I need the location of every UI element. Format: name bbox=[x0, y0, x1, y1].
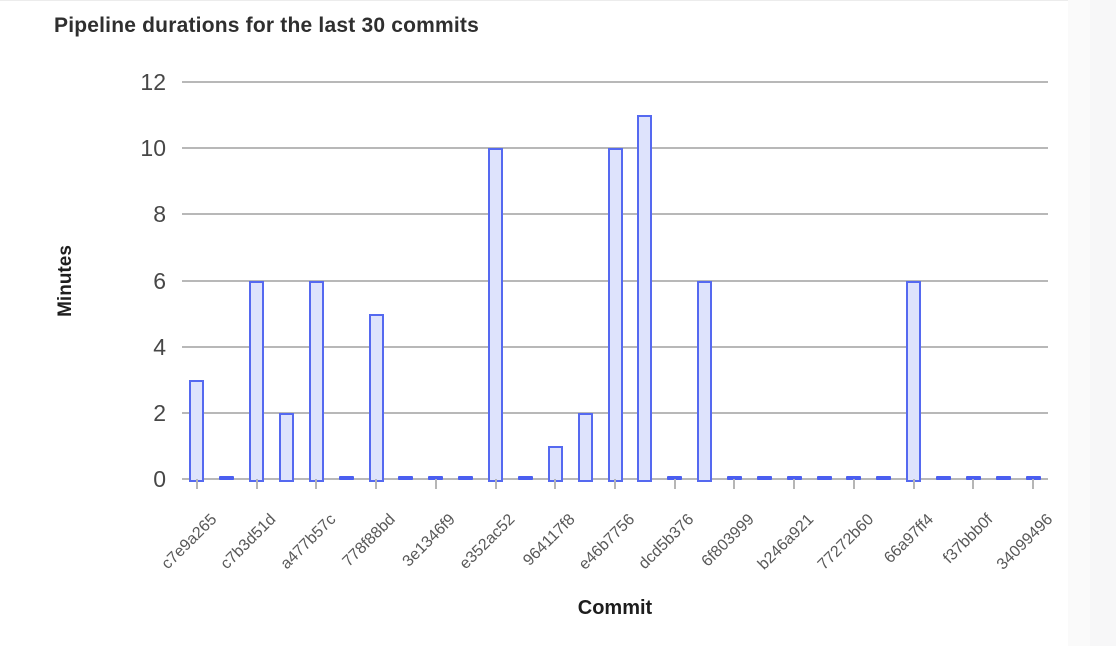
y-tick-label-10: 10 bbox=[140, 135, 166, 162]
zero-bar-commit-10[interactable] bbox=[458, 476, 474, 480]
x-tick-label-f37bbb0f: f37bbb0f bbox=[940, 511, 997, 568]
x-tick-label-77272b60: 77272b60 bbox=[814, 511, 877, 574]
bar-commit-16[interactable] bbox=[637, 115, 653, 482]
x-tick-778f88bd bbox=[375, 479, 378, 489]
y-tick-label-4: 4 bbox=[153, 333, 166, 360]
zero-bar-f37bbb0f[interactable] bbox=[965, 476, 981, 480]
zero-bar-34099496[interactable] bbox=[1025, 476, 1041, 480]
zero-bar-commit-24[interactable] bbox=[876, 476, 892, 480]
page-background-strip-inner bbox=[1090, 0, 1116, 646]
x-tick-label-dcd5b376: dcd5b376 bbox=[636, 511, 698, 573]
page-top-hairline bbox=[0, 0, 1116, 1]
bar-e46b7756[interactable] bbox=[607, 148, 623, 482]
zero-bar-commit-22[interactable] bbox=[816, 476, 832, 480]
zero-bar-dcd5b376[interactable] bbox=[667, 476, 683, 480]
zero-bar-77272b60[interactable] bbox=[846, 476, 862, 480]
x-tick-3e1346f9 bbox=[434, 479, 437, 489]
x-tick-e352ac52 bbox=[494, 479, 497, 489]
x-tick-label-c7b3d51d: c7b3d51d bbox=[217, 511, 280, 573]
x-tick-label-66a97ff4: 66a97ff4 bbox=[880, 511, 937, 567]
bar-commit-4[interactable] bbox=[279, 412, 295, 482]
x-tick-label-b246a921: b246a921 bbox=[754, 511, 818, 574]
bar-c7b3d51d[interactable] bbox=[249, 280, 265, 482]
zero-bar-b246a921[interactable] bbox=[786, 476, 802, 480]
bar-c7e9a265[interactable] bbox=[189, 379, 205, 482]
zero-bar-commit-12[interactable] bbox=[517, 476, 533, 480]
y-tick-label-0: 0 bbox=[153, 466, 166, 492]
zero-bar-commit-6[interactable] bbox=[338, 476, 354, 480]
bar-e352ac52[interactable] bbox=[488, 148, 504, 482]
x-tick-label-964117f8: 964117f8 bbox=[519, 511, 579, 570]
bar-commit-18[interactable] bbox=[697, 280, 713, 482]
x-tick-e46b7756 bbox=[614, 479, 616, 489]
x-tick-f37bbb0f bbox=[972, 479, 975, 489]
x-tick-b246a921 bbox=[793, 479, 796, 489]
page-background-strip bbox=[1068, 0, 1116, 646]
y-tick-label-2: 2 bbox=[153, 399, 166, 426]
y-axis-title: Minutes bbox=[55, 245, 76, 317]
x-axis-title: Commit bbox=[577, 597, 653, 619]
x-tick-label-e352ac52: e352ac52 bbox=[456, 511, 519, 573]
bar-a477b57c[interactable] bbox=[308, 280, 324, 482]
zero-bar-6f803999[interactable] bbox=[726, 476, 742, 480]
x-tick-label-3e1346f9: 3e1346f9 bbox=[399, 511, 459, 571]
x-tick-label-778f88bd: 778f88bd bbox=[339, 511, 400, 571]
x-tick-label-a477b57c: a477b57c bbox=[277, 511, 340, 573]
y-tick-label-6: 6 bbox=[153, 267, 166, 294]
x-tick-label-6f803999: 6f803999 bbox=[698, 511, 758, 571]
zero-bar-commit-26[interactable] bbox=[935, 476, 951, 480]
x-tick-66a97ff4 bbox=[912, 479, 915, 489]
x-tick-964117f8 bbox=[554, 479, 557, 489]
bar-964117f8[interactable] bbox=[547, 445, 563, 482]
x-tick-dcd5b376 bbox=[673, 479, 676, 489]
bar-778f88bd[interactable] bbox=[368, 313, 384, 482]
zero-bar-commit-8[interactable] bbox=[398, 476, 414, 480]
zero-bar-commit-2[interactable] bbox=[219, 476, 235, 480]
gridline-12 bbox=[182, 81, 1048, 83]
chart-title: Pipeline durations for the last 30 commi… bbox=[54, 14, 479, 37]
x-tick-6f803999 bbox=[733, 479, 736, 489]
x-tick-c7e9a265 bbox=[195, 479, 198, 489]
y-tick-label-8: 8 bbox=[153, 201, 166, 228]
bar-commit-14[interactable] bbox=[577, 412, 593, 482]
x-tick-c7b3d51d bbox=[255, 479, 258, 489]
x-tick-34099496 bbox=[1032, 479, 1035, 489]
x-tick-77272b60 bbox=[852, 479, 855, 489]
bar-66a97ff4[interactable] bbox=[906, 280, 922, 482]
zero-bar-commit-28[interactable] bbox=[995, 476, 1011, 480]
zero-bar-commit-20[interactable] bbox=[756, 476, 772, 480]
y-tick-label-12: 12 bbox=[140, 69, 166, 95]
zero-bar-3e1346f9[interactable] bbox=[428, 476, 444, 480]
x-tick-label-34099496: 34099496 bbox=[993, 511, 1057, 574]
x-tick-a477b57c bbox=[315, 479, 318, 489]
x-tick-label-c7e9a265: c7e9a265 bbox=[158, 511, 220, 573]
x-tick-label-e46b7756: e46b7756 bbox=[575, 511, 639, 574]
